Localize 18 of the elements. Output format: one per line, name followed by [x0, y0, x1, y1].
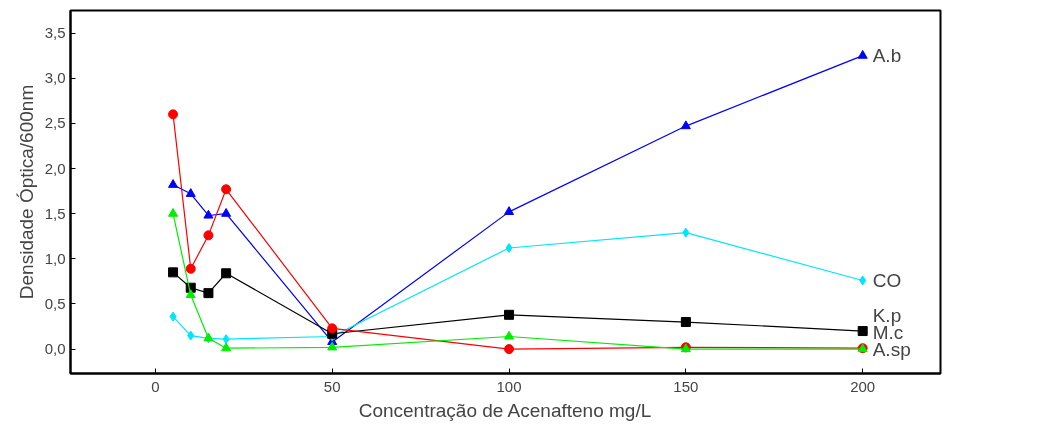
- x-tick-label: 50: [323, 377, 341, 395]
- y-tick-label: 0,0: [44, 340, 66, 358]
- series-label: CO: [872, 269, 902, 291]
- y-tick-label: 3,0: [44, 69, 66, 87]
- y-tick-label: 3,5: [44, 24, 66, 42]
- y-tick-label: 1,0: [44, 249, 66, 267]
- y-tick-label: 2,5: [44, 114, 66, 132]
- x-axis-title: Concentração de Acenafteno mg/L: [358, 399, 652, 421]
- y-axis-title: Densidade Óptica/600nm: [15, 84, 37, 300]
- y-tick-label: 2,0: [44, 159, 66, 177]
- y-tick-label: 1,5: [44, 204, 66, 222]
- series-label: A.b: [872, 45, 902, 67]
- x-tick-label: 150: [673, 377, 699, 395]
- x-tick-label: 200: [850, 377, 876, 395]
- y-tick-label: 0,5: [44, 294, 66, 312]
- series-label: A.sp: [872, 338, 911, 360]
- x-tick-label: 0: [151, 377, 160, 395]
- x-tick-label: 100: [496, 377, 522, 395]
